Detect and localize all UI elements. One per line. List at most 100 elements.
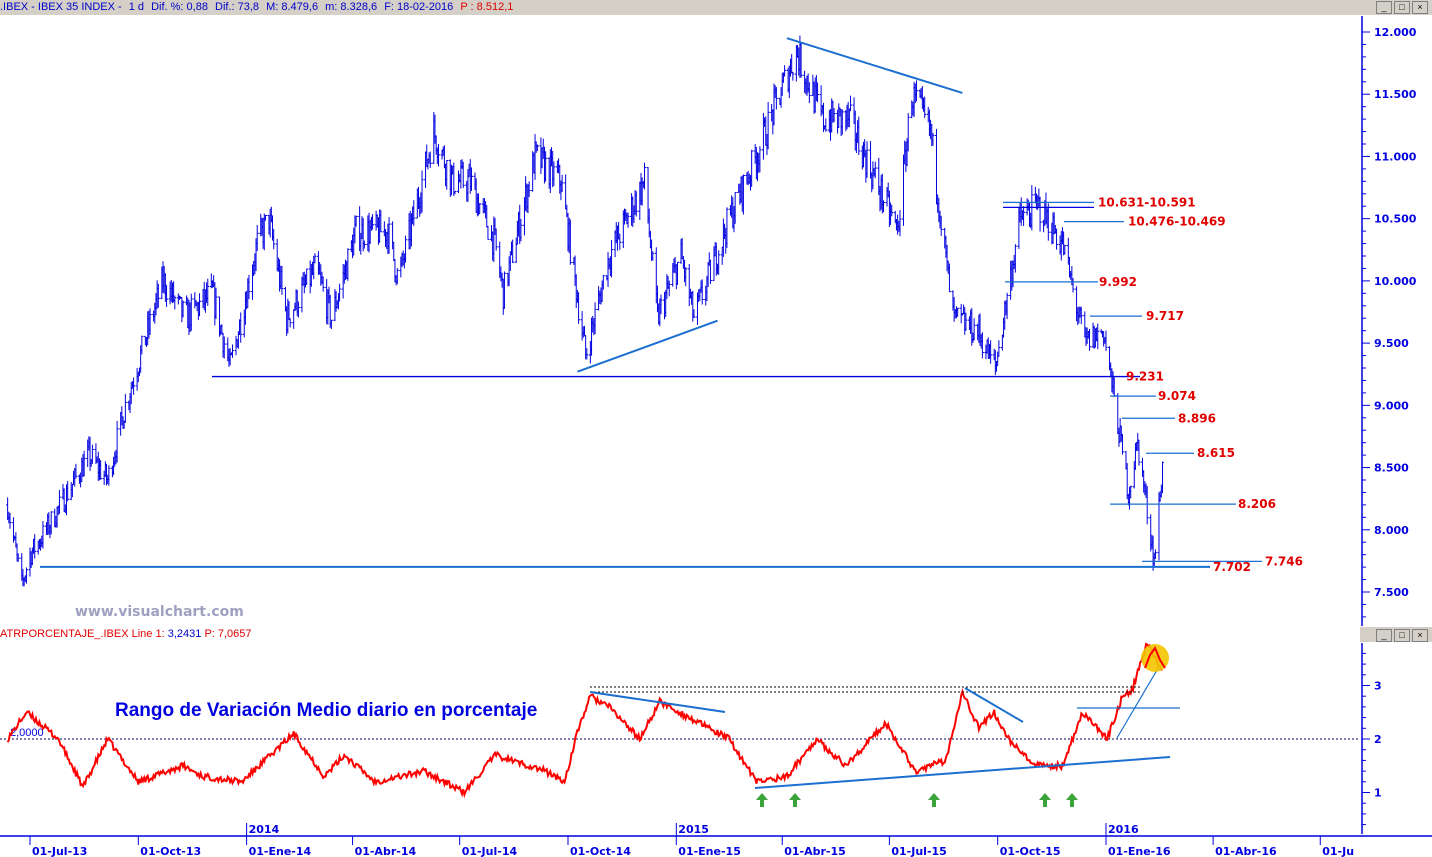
price-bar — [511, 239, 515, 264]
price-bar — [934, 128, 938, 205]
indicator-name: ATRPORCENTAJE_.IBEX Line 1: — [0, 628, 165, 640]
price-bar — [329, 319, 333, 330]
price-bar — [700, 279, 704, 305]
price-bar — [206, 278, 210, 306]
price-axis-label: 11.000 — [1374, 150, 1417, 163]
price-axis-label: 9.500 — [1374, 337, 1409, 350]
indicator-close-button[interactable]: × — [1412, 629, 1428, 642]
reference-label: 2,0000 — [10, 727, 44, 739]
price-bar — [1079, 306, 1083, 325]
price-bar — [8, 512, 12, 529]
price-bar — [774, 87, 778, 110]
close-button[interactable]: × — [1412, 1, 1428, 14]
price-bar — [313, 253, 317, 264]
price-bar — [816, 82, 820, 103]
price-bar — [99, 460, 103, 480]
price-bar — [74, 463, 78, 479]
time-axis-label: 01-Ene-14 — [249, 845, 312, 857]
price-panel: 10.631-10.591 10.476-10.469 9.992 9.717 9.23… — [6, 35, 1303, 587]
price-bar — [606, 251, 610, 287]
dif: Dif.: 73,8 — [215, 1, 260, 13]
maximize-button[interactable]: □ — [1394, 1, 1410, 14]
price-bar — [535, 144, 539, 152]
indicator-minimize-button[interactable]: _ — [1376, 629, 1392, 642]
price-bar — [478, 202, 482, 214]
trendline — [786, 37, 963, 94]
price-bar — [321, 276, 325, 292]
price-bar — [766, 102, 770, 150]
up-arrow-icon — [789, 793, 801, 807]
support-trendline — [754, 756, 1171, 789]
level-label: 7.746 — [1265, 554, 1303, 568]
price-bar — [230, 344, 234, 358]
price-bar — [799, 41, 803, 78]
year-label: 2016 — [1108, 823, 1139, 836]
price-bar — [989, 340, 993, 364]
price-bar — [824, 118, 828, 132]
price-bar — [684, 267, 688, 287]
price-axis-label: 11.500 — [1374, 88, 1417, 101]
price-bar — [914, 80, 918, 102]
level-label: 9.231 — [1126, 370, 1164, 384]
minimize-button[interactable]: _ — [1376, 1, 1392, 14]
trendline — [577, 319, 718, 373]
up-arrow-icon — [928, 793, 940, 807]
time-axis-label: 01-Oct-15 — [1000, 845, 1061, 857]
indicator-price: P: 7,0657 — [204, 628, 252, 640]
watermark: www.visualchart.com — [75, 604, 244, 620]
level-label: 10.631-10.591 — [1098, 195, 1196, 209]
year-label: 2015 — [678, 823, 709, 836]
price-bar — [222, 336, 226, 359]
price-bar — [1055, 228, 1059, 250]
price-bar — [1145, 486, 1149, 525]
price-bar — [791, 71, 795, 81]
price-bar — [362, 240, 366, 249]
price-bar — [1046, 203, 1050, 241]
indicator-panel: 2,0000 — [0, 642, 1360, 807]
price-bar — [494, 228, 498, 251]
time-axis-label: 01-Ene-15 — [678, 845, 741, 857]
price-bar — [832, 108, 836, 123]
price-bar — [519, 218, 523, 242]
price-bar — [1005, 292, 1009, 320]
indicator-axis-label: 3 — [1374, 680, 1382, 693]
indicator-maximize-button[interactable]: □ — [1394, 629, 1410, 642]
price-bar — [1129, 485, 1133, 499]
indicator-title: Rango de Variación Medio diario en porce… — [115, 700, 537, 721]
trendline — [1116, 664, 1161, 739]
price-bar — [544, 151, 548, 182]
price-bar — [33, 534, 37, 559]
price-bar — [1137, 439, 1141, 466]
price-bar — [1096, 323, 1100, 350]
axes: 12.000 11.500 11.000 10.500 10.000 9.500 9.000… — [0, 16, 1432, 857]
price-bar — [687, 263, 691, 307]
price-bar — [412, 200, 416, 226]
price-bar — [292, 309, 296, 329]
time-axis-label: 01-Oct-14 — [570, 845, 631, 857]
price-bar — [1104, 330, 1108, 352]
level-label: 8.206 — [1238, 497, 1276, 511]
price-bar — [618, 233, 622, 250]
up-arrow-icon — [756, 793, 768, 807]
price-bar — [165, 284, 169, 307]
up-arrow-icon — [1039, 793, 1051, 807]
level-label: 9.074 — [1158, 389, 1196, 403]
price-bar — [502, 271, 506, 309]
price-bar — [1088, 328, 1092, 351]
price-bar — [667, 280, 671, 297]
max: M: 8.479,6 — [266, 1, 319, 13]
price-bar — [931, 132, 935, 146]
price-bar — [24, 567, 28, 584]
price-bar — [1161, 461, 1165, 494]
price-bar — [49, 511, 53, 535]
price-bar — [189, 293, 193, 331]
date: F: 18-02-2016 — [384, 1, 454, 13]
price-bar — [1125, 463, 1129, 500]
price-bar — [972, 318, 976, 341]
price-bar — [305, 268, 309, 285]
price-bar — [577, 292, 581, 324]
price-bar — [469, 167, 473, 191]
time-axis-label: 01-Abr-14 — [355, 845, 417, 857]
price-bar — [873, 161, 877, 179]
